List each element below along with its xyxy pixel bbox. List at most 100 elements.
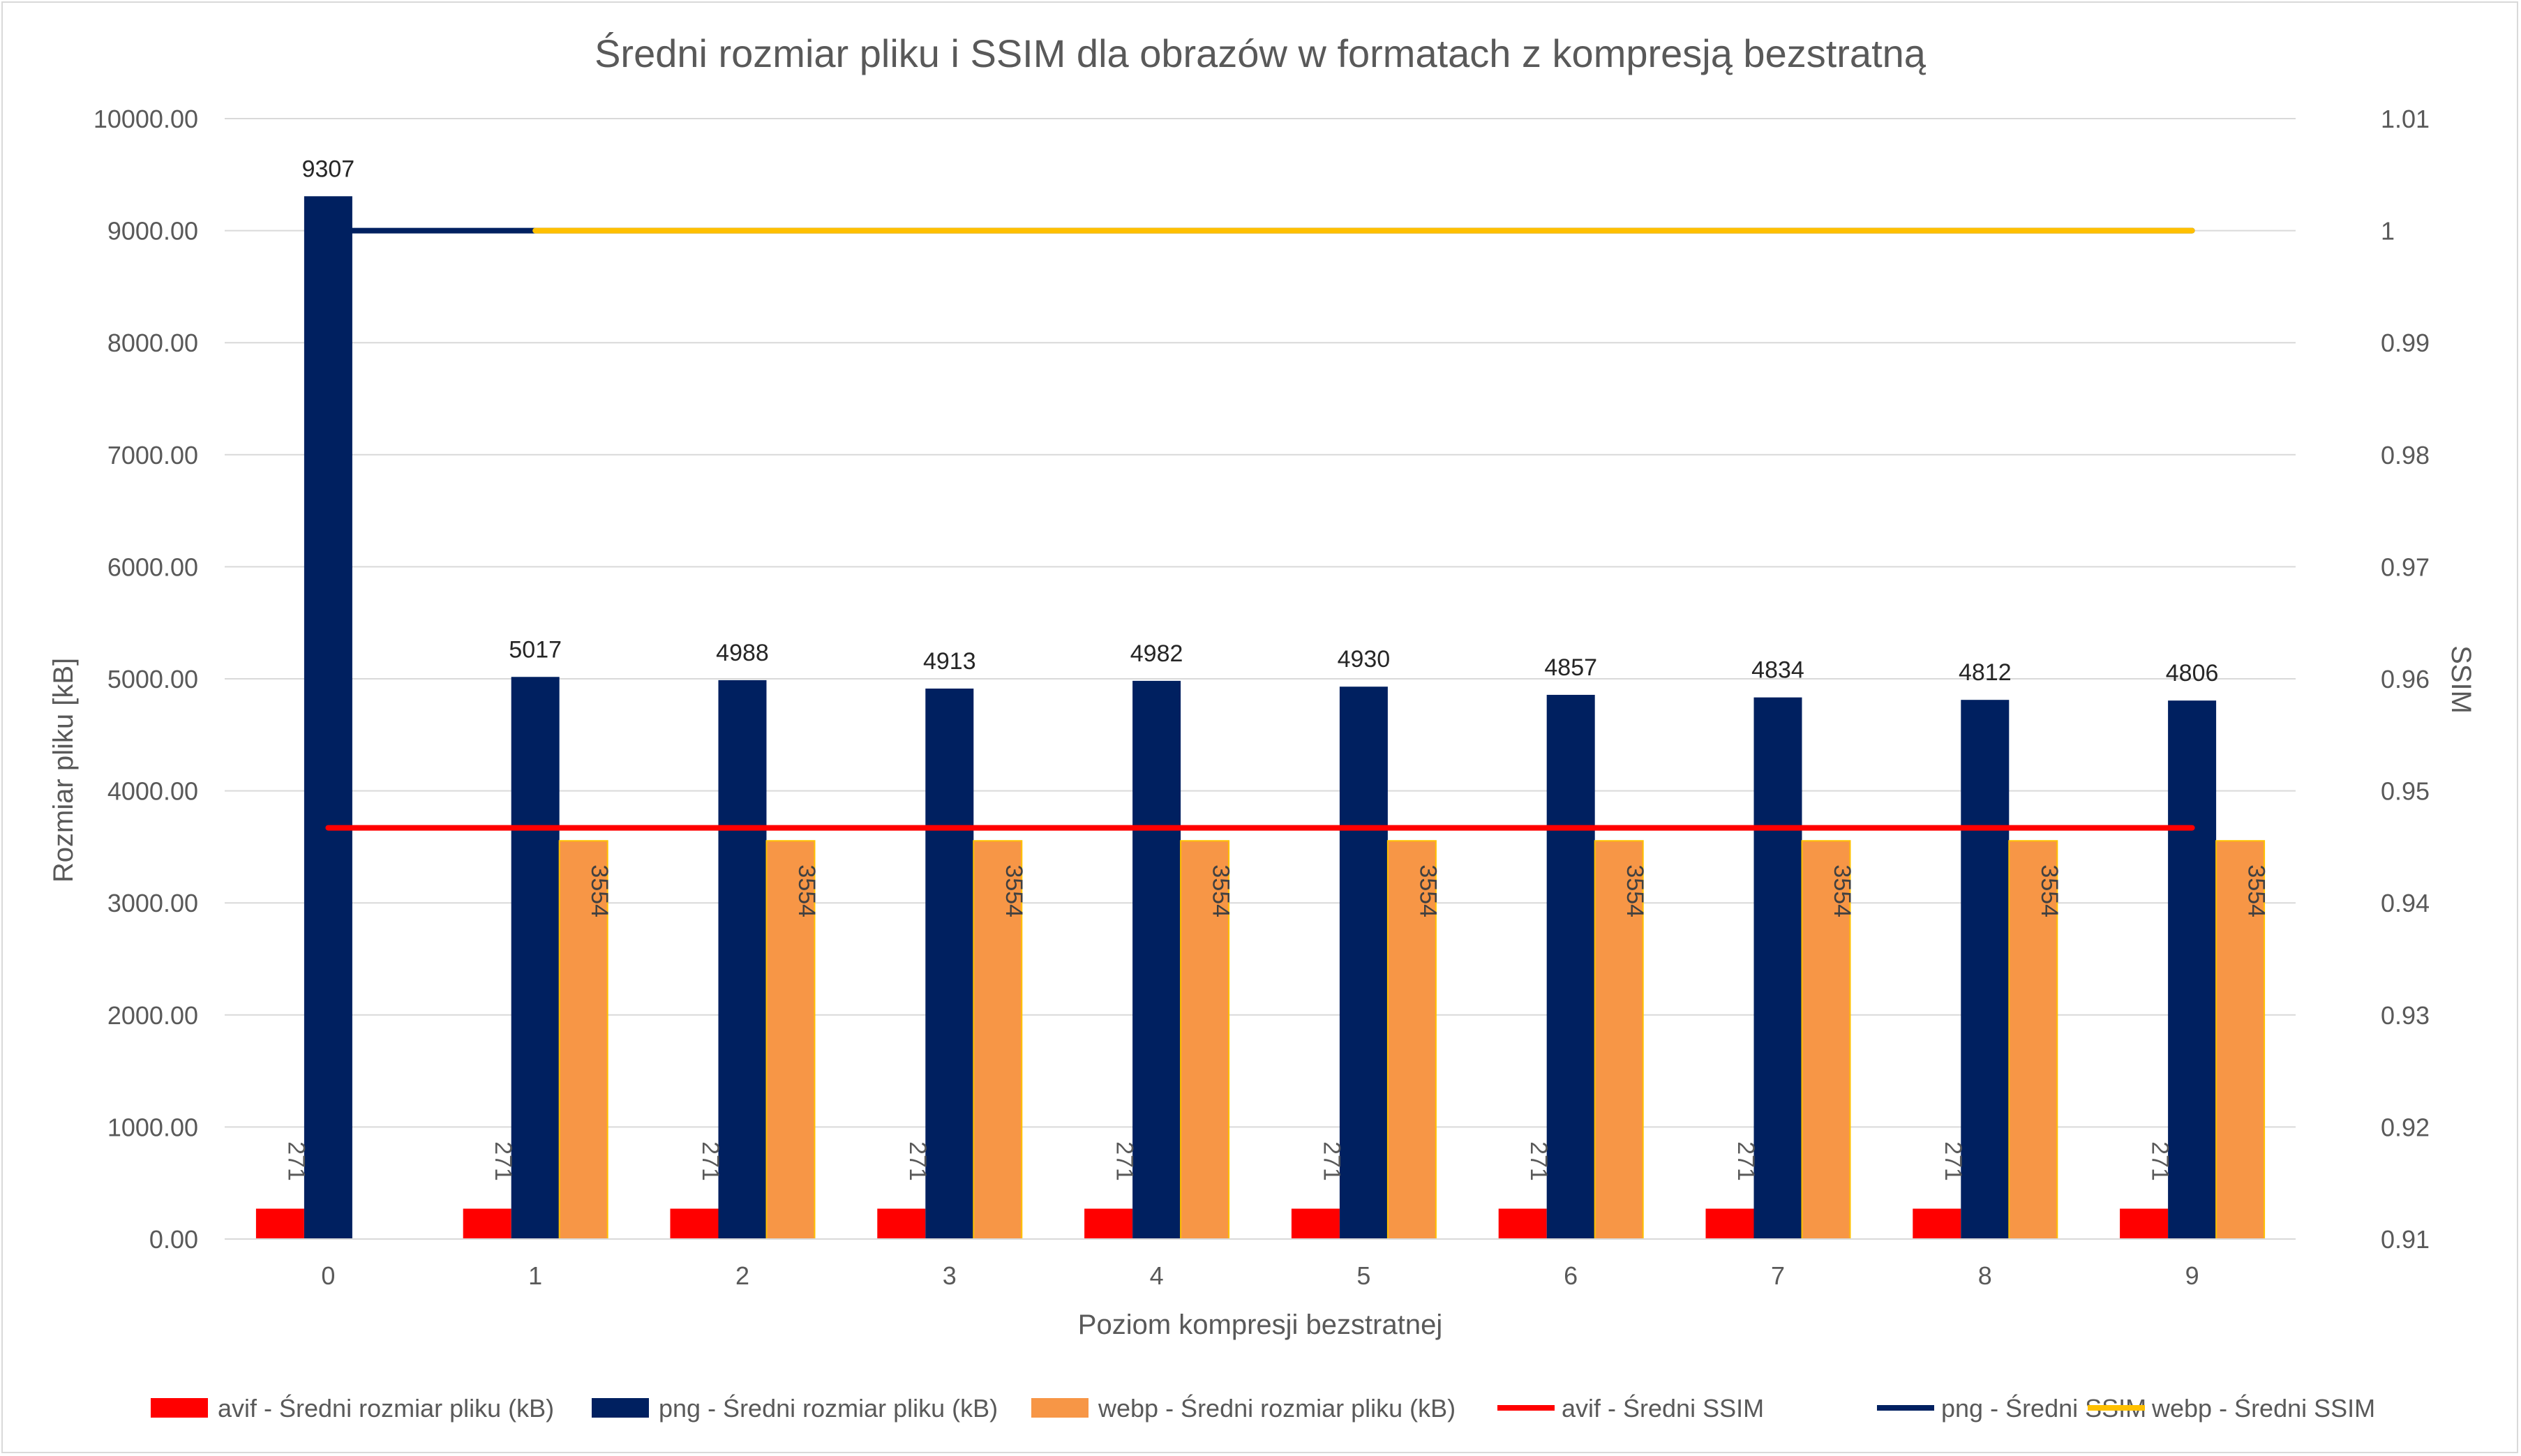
x-tick-label: 9	[2185, 1261, 2199, 1290]
legend-label: avif - Średni SSIM	[1562, 1393, 1764, 1423]
data-label-png: 4806	[2166, 660, 2219, 686]
data-label-png: 5017	[509, 636, 562, 663]
data-label-webp: 3554	[1001, 864, 1027, 917]
data-label-png: 4834	[1751, 657, 1804, 684]
bar-avif	[1084, 1208, 1133, 1239]
bar-avif	[1705, 1208, 1754, 1239]
y-axis-title: Rozmiar pliku [kB]	[48, 658, 79, 883]
data-label-avif: 271	[1318, 1141, 1345, 1181]
data-label-avif: 271	[490, 1141, 516, 1181]
bars	[255, 196, 2266, 1240]
data-label-png: 4930	[1338, 646, 1391, 673]
bar-webp	[1801, 840, 1851, 1240]
data-label-png: 4988	[716, 640, 769, 666]
y-axis-left: 0.00 1000.00 2000.00 3000.00 4000.00 5000.00 6…	[93, 105, 198, 1254]
data-label-png: 4812	[1959, 659, 2012, 686]
bar-png	[2168, 700, 2217, 1239]
data-label-avif: 271	[1733, 1141, 1759, 1181]
data-label-avif: 271	[283, 1141, 309, 1181]
y-tick-label: 4000.00	[107, 777, 198, 806]
bar-avif	[877, 1208, 926, 1239]
y-tick-label: 8000.00	[107, 329, 198, 357]
bar-avif	[255, 1208, 304, 1239]
y-tick-label: 10000.00	[93, 105, 198, 133]
y2-tick-label: 1.01	[2381, 105, 2430, 133]
x-tick-label: 5	[1356, 1261, 1370, 1290]
data-label-png: 4982	[1130, 640, 1183, 667]
bar-avif	[463, 1208, 511, 1239]
y2-tick-label: 0.92	[2381, 1113, 2430, 1141]
bar-png	[1546, 694, 1595, 1239]
bar-webp	[1180, 840, 1230, 1240]
bar-webp	[2008, 840, 2058, 1240]
data-label-avif: 271	[1112, 1141, 1138, 1181]
y-tick-label: 7000.00	[107, 441, 198, 470]
data-label-webp: 3554	[793, 864, 820, 917]
y-tick-label: 2000.00	[107, 1001, 198, 1030]
bar-avif	[1291, 1208, 1340, 1239]
y-tick-label: 1000.00	[107, 1113, 198, 1141]
y-tick-label: 6000.00	[107, 553, 198, 581]
x-tick-label: 8	[1978, 1261, 1992, 1290]
y2-tick-label: 0.97	[2381, 553, 2430, 581]
data-label-webp: 3554	[1208, 864, 1234, 917]
bar-png	[925, 688, 974, 1239]
legend-label: webp - Średni SSIM	[2151, 1393, 2375, 1423]
bar-png	[511, 677, 560, 1239]
x-axis-title: Poziom kompresji bezstratnej	[1078, 1309, 1442, 1340]
y2-tick-label: 0.91	[2381, 1225, 2430, 1254]
data-label-webp: 3554	[2243, 864, 2270, 917]
y2-tick-label: 0.93	[2381, 1001, 2430, 1030]
data-label-png: 4913	[923, 648, 976, 675]
bar-png	[1339, 686, 1388, 1239]
data-label-avif: 271	[2147, 1141, 2174, 1181]
ssim-lines	[325, 227, 2195, 831]
y-axis-right: 0.91 0.92 0.93 0.94 0.95 0.96 0.97 0.98 0.99 1 1.0…	[2381, 105, 2430, 1254]
data-label-avif: 271	[697, 1141, 724, 1181]
data-labels: 271 271 271 271 271 271 271 271 271 271 9307 5017 49…	[283, 156, 2269, 1181]
bar-webp	[973, 840, 1023, 1240]
legend-label: png - Średni rozmiar pliku (kB)	[659, 1393, 998, 1423]
data-label-webp: 3554	[586, 864, 613, 917]
legend: avif - Średni rozmiar pliku (kB) png - Śr…	[151, 1393, 2375, 1423]
data-label-avif: 271	[904, 1141, 931, 1181]
data-label-png: 9307	[302, 156, 355, 182]
y-tick-label: 5000.00	[107, 665, 198, 693]
bar-webp	[1594, 840, 1644, 1240]
x-tick-label: 6	[1564, 1261, 1578, 1290]
data-label-webp: 3554	[1414, 864, 1441, 917]
bar-png	[718, 680, 767, 1239]
data-label-webp: 3554	[2036, 864, 2063, 917]
data-label-webp: 3554	[1622, 864, 1648, 917]
legend-swatch	[1031, 1398, 1089, 1418]
legend-label: avif - Średni rozmiar pliku (kB)	[218, 1393, 554, 1423]
legend-label: webp - Średni rozmiar pliku (kB)	[1098, 1393, 1456, 1423]
bar-avif	[1498, 1208, 1547, 1239]
y2-tick-label: 0.94	[2381, 889, 2430, 917]
x-tick-label: 7	[1771, 1261, 1785, 1290]
x-tick-label: 3	[943, 1261, 957, 1290]
bar-png	[304, 196, 352, 1240]
bar-webp	[2215, 840, 2266, 1240]
y2-tick-label: 0.96	[2381, 665, 2430, 693]
bar-avif	[1913, 1208, 1961, 1239]
y-tick-label: 9000.00	[107, 217, 198, 246]
x-tick-label: 0	[321, 1261, 335, 1290]
y2-axis-title: SSIM	[2446, 645, 2476, 714]
bar-webp	[558, 840, 608, 1240]
data-label-avif: 271	[1525, 1141, 1552, 1181]
legend-swatch	[151, 1398, 208, 1418]
data-label-png: 4857	[1544, 654, 1597, 681]
y-tick-label: 0.00	[149, 1225, 198, 1254]
x-tick-label: 4	[1150, 1261, 1164, 1290]
bar-avif	[2120, 1208, 2169, 1239]
bar-png	[1132, 680, 1181, 1239]
y2-tick-label: 1	[2381, 217, 2395, 246]
x-axis: 0 1 2 3 4 5 6 7 8 9	[225, 1238, 2296, 1290]
y2-tick-label: 0.95	[2381, 777, 2430, 806]
chart-title: Średni rozmiar pliku i SSIM dla obrazów …	[594, 31, 1927, 75]
y2-tick-label: 0.99	[2381, 329, 2430, 357]
x-tick-label: 2	[735, 1261, 749, 1290]
y-tick-label: 3000.00	[107, 889, 198, 917]
